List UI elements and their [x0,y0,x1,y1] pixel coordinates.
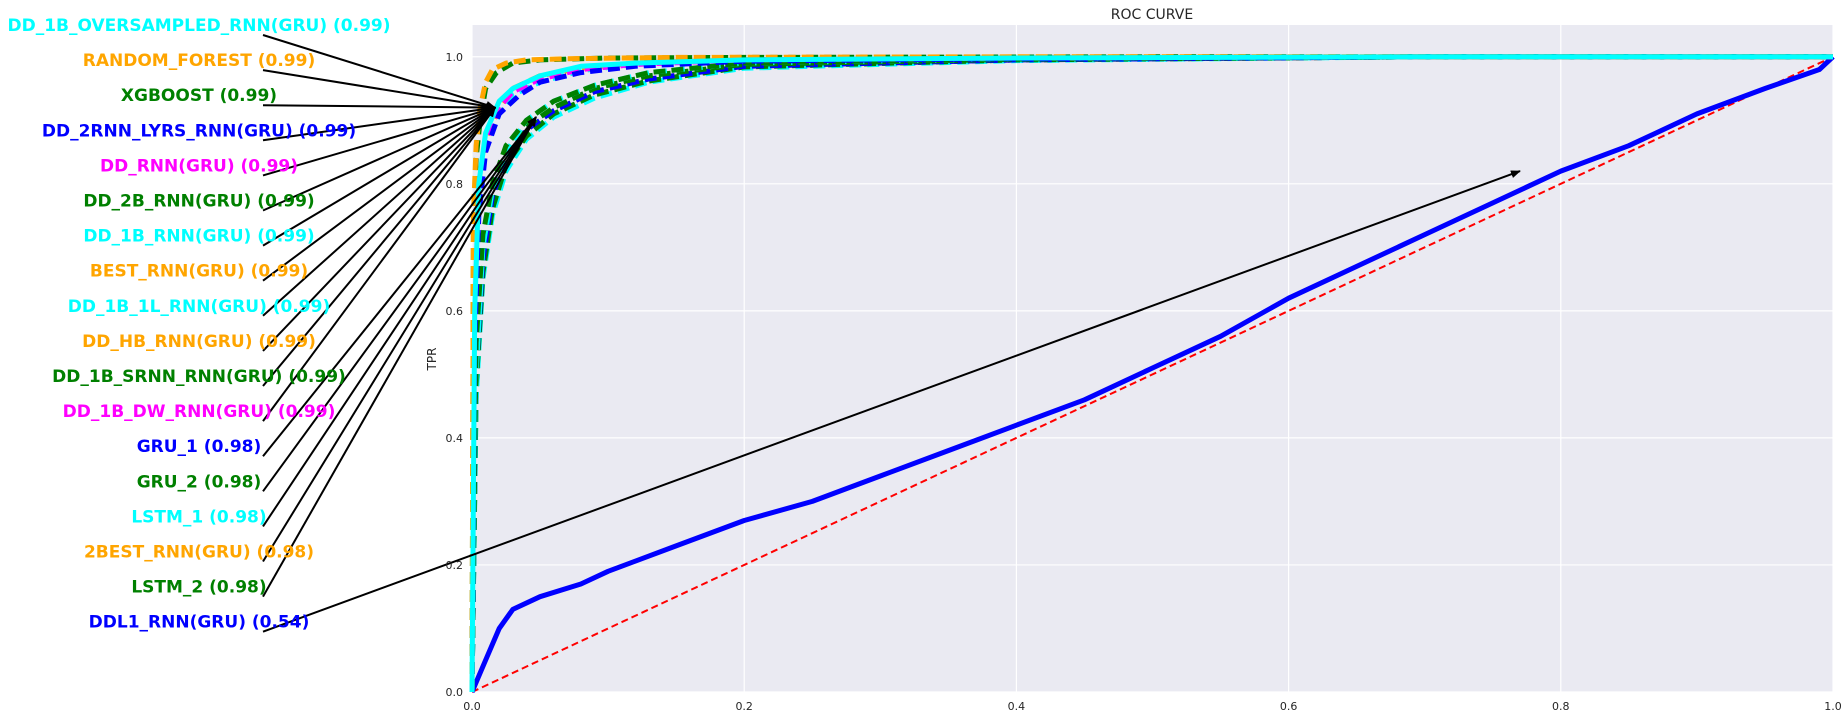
series-label: GRU_1 (0.98) [137,437,262,457]
series-line [469,54,1833,693]
annotation-arrow [262,116,537,563]
series-label: DD_1B_SRNN_RNN(GRU) (0.99) [52,367,346,387]
series-label: GRU_2 (0.98) [137,472,262,492]
series-label: DD_HB_RNN(GRU) (0.99) [82,332,316,352]
y-tick-labels: 0.0 0.2 0.4 0.6 0.8 1.0 [446,51,464,699]
x-tick-labels: 0.0 0.2 0.4 0.6 0.8 1.0 [463,700,1842,713]
annotation-arrow [262,170,1521,633]
series-label: DD_1B_RNN(GRU) (0.99) [83,227,314,247]
annotation-arrow [262,106,497,212]
annotation-arrow [262,104,497,142]
diagonal-line [471,55,1834,693]
annotation-arrow [262,106,496,317]
annotation-arrow [262,106,497,177]
x-tick-label: 0.8 [1552,700,1570,713]
series-label: DD_RNN(GRU) (0.99) [100,156,298,176]
x-tick-label: 0.6 [1280,700,1298,713]
annotation-arrow [262,116,537,457]
annotation-arrow [262,103,497,112]
y-tick-label: 0.2 [446,559,464,572]
series-label: BEST_RNN(GRU) (0.99) [90,262,308,282]
series-label: DD_1B_DW_RNN(GRU) (0.99) [63,402,336,422]
series-label: DD_1B_OVERSAMPLED_RNN(GRU) (0.99) [7,16,390,36]
annotation-arrow [262,69,497,111]
series-label: DD_2RNN_LYRS_RNN(GRU) (0.99) [42,121,356,141]
annotation-arrow [262,116,537,492]
series-label: 2BEST_RNN(GRU) (0.98) [84,543,314,563]
series-label: DD_2B_RNN(GRU) (0.99) [83,192,314,212]
annotation-arrow [262,116,537,527]
annotation-arrow [262,34,497,109]
annotation-arrow [262,106,496,387]
y-tick-label: 0.4 [446,432,464,445]
y-tick-label: 1.0 [446,51,464,64]
x-tick-label: 1.0 [1824,700,1842,713]
series-label: RANDOM_FOREST (0.99) [83,51,315,71]
y-tick-label: 0.0 [446,686,464,699]
series-label: DD_1B_1L_RNN(GRU) (0.99) [68,297,331,317]
x-tick-label: 0.0 [463,700,481,713]
y-axis-label: TPR [425,348,439,372]
annotation-arrow [262,106,496,282]
series-line [469,54,1833,693]
series-label: LSTM_1 (0.98) [131,507,266,527]
plot-background [472,25,1833,692]
annotation-arrow [262,106,496,352]
series-label: DDL1_RNN(GRU) (0.54) [89,613,310,633]
x-tick-label: 0.2 [735,700,753,713]
y-tick-label: 0.6 [446,305,464,318]
annotation-labels: DD_1B_OVERSAMPLED_RNN(GRU) (0.99) RANDOM_… [7,16,390,633]
chance-diagonal [471,55,1834,693]
series-label: XGBOOST (0.99) [121,86,277,106]
annotation-arrow [262,106,496,247]
series-line [469,54,1835,693]
y-tick-label: 0.8 [446,178,464,191]
x-tick-label: 0.4 [1008,700,1026,713]
annotation-arrow [262,116,537,598]
chart-title: ROC CURVE [1111,7,1193,23]
annotation-arrows [262,34,1521,633]
series-label: LSTM_2 (0.98) [131,578,266,598]
annotation-arrow [262,106,496,422]
